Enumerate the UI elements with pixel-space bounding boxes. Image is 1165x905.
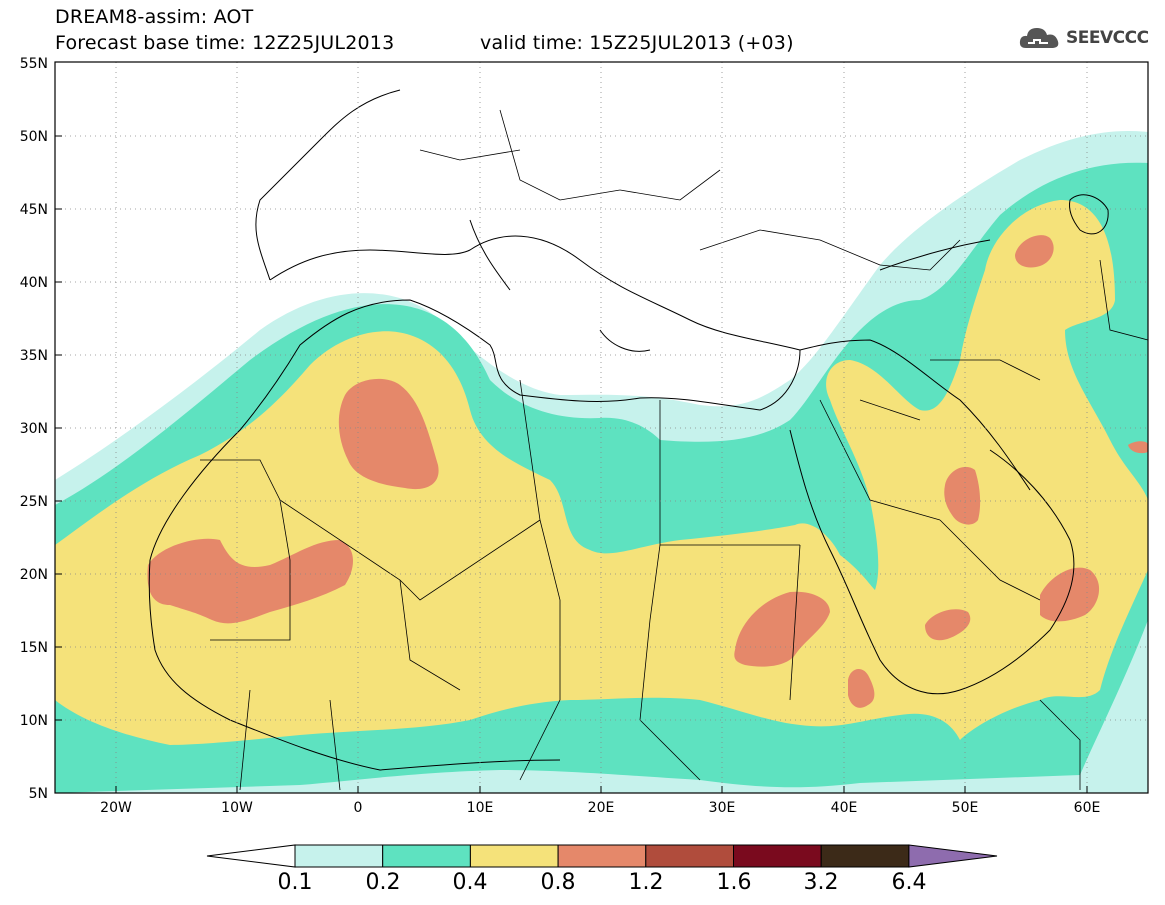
lat-label: 35N — [20, 348, 48, 364]
aot-patch-sahara-north — [338, 378, 439, 490]
colorbar-swatch — [294, 844, 384, 868]
lon-label: 20W — [100, 800, 132, 816]
lon-label: 10E — [467, 800, 494, 816]
longitude-labels: 20W 10W 0 10E 20E 30E 40E 50E 60E — [100, 800, 1100, 816]
colorbar-label: 1.6 — [716, 870, 752, 895]
colorbar-under-arrow — [206, 844, 296, 868]
colorbar-label: 0.4 — [452, 870, 488, 895]
valid-time: valid time: 15Z25JUL2013 (+03) — [480, 32, 794, 54]
lon-label: 10W — [221, 800, 253, 816]
colorbar-label: 6.4 — [891, 870, 927, 895]
colorbar-swatch — [469, 844, 559, 868]
lon-label: 50E — [952, 800, 979, 816]
lat-label: 45N — [20, 202, 48, 218]
lat-label: 20N — [20, 567, 48, 583]
map-title: DREAM8-assim: AOT — [55, 6, 254, 28]
lon-label: 30E — [709, 800, 736, 816]
colorbar-swatch — [557, 844, 647, 868]
graticule — [55, 62, 1148, 793]
lat-label: 5N — [29, 786, 48, 802]
aot-patch-caspian — [1015, 235, 1054, 268]
lon-label: 20E — [588, 800, 615, 816]
lon-label: 0 — [354, 800, 363, 816]
aot-0.4-region — [55, 200, 1148, 745]
lat-label: 30N — [20, 421, 48, 437]
colorbar-swatch — [733, 844, 822, 868]
latitude-labels: 55N 50N 45N 40N 35N 30N 25N 20N 15N 10N … — [20, 56, 48, 802]
colorbar-label: 3.2 — [803, 870, 839, 895]
country-borders — [200, 109, 1148, 791]
aot-patch-mauritania — [147, 538, 354, 624]
lat-label: 25N — [20, 494, 48, 510]
colorbar-label: 0.2 — [365, 870, 401, 895]
colorbar-over-arrow — [908, 844, 998, 868]
aot-patch-gulf — [944, 466, 981, 525]
colorbar-swatch — [645, 844, 734, 868]
lon-label: 60E — [1074, 800, 1101, 816]
axis-ticks — [55, 135, 1088, 793]
colorbar-swatch — [382, 844, 471, 868]
lon-label: 40E — [831, 800, 858, 816]
lat-label: 10N — [20, 713, 48, 729]
base-time: Forecast base time: 12Z25JUL2013 — [55, 32, 395, 54]
lat-label: 50N — [20, 129, 48, 145]
colorbar-label: 0.8 — [540, 870, 576, 895]
lat-label: 40N — [20, 275, 48, 291]
time-line: Forecast base time: 12Z25JUL2013 valid ti… — [55, 32, 794, 54]
lat-label: 15N — [20, 640, 48, 656]
aot-patch-iran-east — [1128, 441, 1148, 454]
seevccc-logo: SEEVCCC — [1018, 24, 1149, 52]
aot-patch-ethiopia — [848, 668, 875, 708]
colorbar-swatch — [820, 844, 910, 868]
aot-patch-yemen — [925, 609, 971, 641]
lat-label: 55N — [20, 56, 48, 72]
cloud-icon — [1019, 28, 1059, 48]
colorbar-label: 0.1 — [277, 870, 313, 895]
aot-patch-sudan — [734, 591, 830, 667]
colorbar — [206, 844, 998, 868]
aot-0.8-regions — [147, 235, 1148, 708]
colorbar-label: 1.2 — [628, 870, 664, 895]
coastlines — [148, 89, 1109, 771]
logo-text: SEEVCCC — [1066, 28, 1149, 48]
aot-patch-oman — [1040, 567, 1100, 622]
